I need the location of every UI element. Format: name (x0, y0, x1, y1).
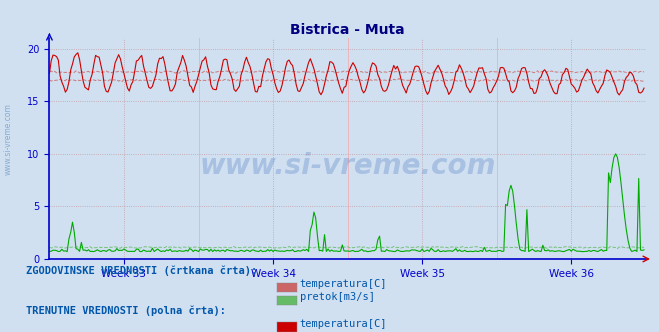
Text: temperatura[C]: temperatura[C] (300, 319, 387, 329)
Text: temperatura[C]: temperatura[C] (300, 279, 387, 289)
Text: ZGODOVINSKE VREDNOSTI (črtkana črta):: ZGODOVINSKE VREDNOSTI (črtkana črta): (26, 265, 258, 276)
Text: TRENUTNE VREDNOSTI (polna črta):: TRENUTNE VREDNOSTI (polna črta): (26, 305, 226, 316)
Title: Bistrica - Muta: Bistrica - Muta (291, 23, 405, 37)
Text: pretok[m3/s]: pretok[m3/s] (300, 292, 375, 302)
Text: www.si-vreme.com: www.si-vreme.com (3, 104, 13, 175)
Text: www.si-vreme.com: www.si-vreme.com (200, 152, 496, 180)
